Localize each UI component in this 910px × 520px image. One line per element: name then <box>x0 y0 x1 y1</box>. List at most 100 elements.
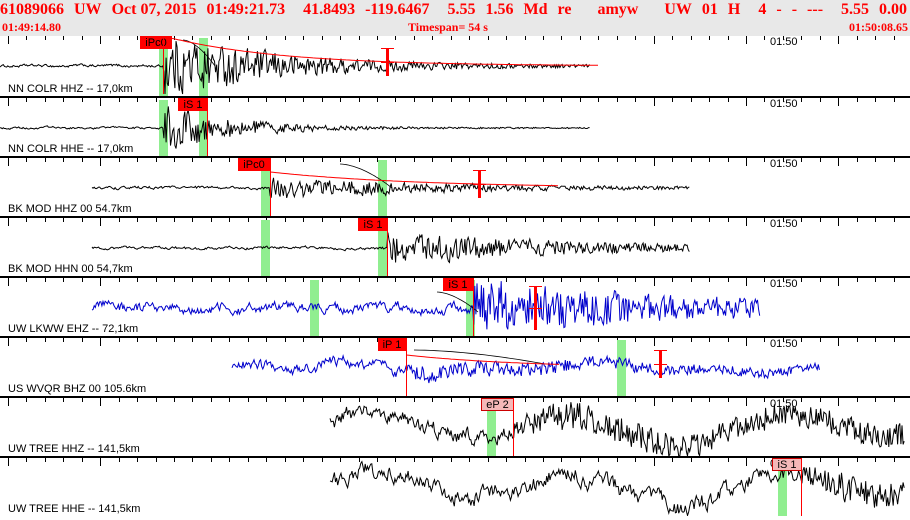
event-field-c: --- <box>807 1 824 18</box>
phase-pick-label[interactable]: iS 1 <box>178 98 208 111</box>
axis-tick-minor <box>857 98 858 102</box>
axis-tick-minor <box>875 36 876 40</box>
axis-tick-minor <box>617 98 618 102</box>
axis-tick-minor <box>598 158 599 162</box>
phase-pick-label[interactable]: iS 1 <box>772 458 802 471</box>
axis-tick-minor <box>137 36 138 40</box>
axis-tick-major <box>100 218 101 226</box>
axis-tick-minor <box>174 218 175 222</box>
axis-tick-minor <box>561 458 562 462</box>
axis-tick-minor <box>635 458 636 462</box>
axis-tick-major <box>654 458 655 466</box>
axis-tick-minor <box>45 158 46 162</box>
axis-tick-minor <box>801 278 802 282</box>
axis-tick-minor <box>598 36 599 40</box>
pick-window-highlight <box>617 340 626 396</box>
axis-tick-major <box>746 458 747 466</box>
axis-tick-minor <box>395 218 396 222</box>
coda-duration-marker[interactable] <box>529 286 542 330</box>
axis-tick-minor <box>543 36 544 40</box>
phase-pick-line[interactable] <box>406 338 407 396</box>
waveform-panel-mod-hhz[interactable]: 01:50 iPc0 BK MOD HHZ 00 54.7km <box>0 156 910 216</box>
axis-tick-minor <box>303 36 304 40</box>
axis-tick-major <box>838 458 839 466</box>
waveform-panel-lkww-ehz[interactable]: 01:50 iS 1 UW LKWW EHZ -- 72,1km <box>0 276 910 336</box>
axis-tick-minor <box>543 458 544 462</box>
phase-pick-label[interactable]: iPc0 <box>238 158 270 171</box>
axis-tick-minor <box>506 158 507 162</box>
event-magnitude-type: Md <box>523 1 548 18</box>
event-rms: 0.00 <box>879 1 908 18</box>
axis-tick-minor <box>525 36 526 40</box>
axis-tick-minor <box>764 218 765 222</box>
axis-tick-minor <box>432 158 433 162</box>
channel-label: BK MOD HHZ 00 54.7km <box>8 203 132 215</box>
axis-tick-minor <box>174 398 175 402</box>
axis-tick-minor <box>82 398 83 402</box>
axis-tick-minor <box>174 458 175 462</box>
axis-tick-minor <box>82 458 83 462</box>
axis-tick-major <box>746 278 747 286</box>
phase-pick-label[interactable]: eP 2 <box>481 398 514 411</box>
axis-tick-minor <box>377 338 378 342</box>
waveform-panel-wvqr-bhz[interactable]: 01:50 iP 1 US WVQR BHZ 00 105.6km <box>0 336 910 396</box>
axis-tick-minor <box>469 458 470 462</box>
waveform-panel-colr-hhe[interactable]: 01:50 iS 1 NN COLR HHE -- 17,0km <box>0 96 910 156</box>
axis-tick-minor <box>395 158 396 162</box>
axis-tick-minor <box>137 398 138 402</box>
axis-tick-minor <box>561 36 562 40</box>
axis-tick-minor <box>192 158 193 162</box>
waveform-panel-mod-hhn[interactable]: 01:50 iS 1 BK MOD HHN 00 54,7km <box>0 216 910 276</box>
axis-tick-minor <box>82 218 83 222</box>
waveform-panel-tree-hhz[interactable]: 01:50 eP 2 UW TREE HHZ -- 141,5km <box>0 396 910 456</box>
axis-tick-minor <box>469 218 470 222</box>
phase-pick-line[interactable] <box>387 218 388 276</box>
phase-pick-label[interactable]: iPc0 <box>140 36 172 49</box>
phase-pick-line[interactable] <box>473 278 474 336</box>
channel-label: UW TREE HHZ -- 141,5km <box>8 443 140 455</box>
axis-tick-minor <box>137 278 138 282</box>
axis-tick-minor <box>598 338 599 342</box>
axis-tick-minor <box>506 218 507 222</box>
axis-tick-minor <box>285 218 286 222</box>
channel-label: BK MOD HHN 00 54,7km <box>8 263 133 275</box>
coda-duration-marker[interactable] <box>381 48 394 76</box>
coda-duration-marker[interactable] <box>473 170 486 198</box>
phase-pick-label[interactable]: iP 1 <box>378 338 406 351</box>
phase-pick-label[interactable]: iS 1 <box>358 218 388 231</box>
axis-tick-minor <box>414 98 415 102</box>
axis-tick-minor <box>801 338 802 342</box>
coda-marker-cap-mid <box>529 308 542 309</box>
axis-tick-minor <box>764 158 765 162</box>
coda-duration-marker[interactable] <box>654 350 667 378</box>
axis-tick-minor <box>192 278 193 282</box>
phase-pick-line[interactable] <box>513 398 514 456</box>
axis-tick-minor <box>506 98 507 102</box>
channel-label: NN COLR HHE -- 17,0km <box>8 143 134 155</box>
axis-tick-minor <box>580 398 581 402</box>
axis-tick-minor <box>691 338 692 342</box>
phase-pick-line[interactable] <box>207 98 208 156</box>
event-header-bar: 61089066 UW Oct 07, 2015 01:49:21.73 41.8493… <box>0 0 910 36</box>
waveform-panel-stack[interactable]: 01:50 iPc0 NN COLR HHZ -- 17,0km 01:50 iS 1 N… <box>0 36 910 520</box>
waveform-panel-colr-hhz[interactable]: 01:50 iPc0 NN COLR HHZ -- 17,0km <box>0 36 910 96</box>
event-date: Oct 07, 2015 <box>111 1 197 18</box>
axis-tick-minor <box>635 218 636 222</box>
axis-tick-minor <box>525 458 526 462</box>
phase-pick-line[interactable] <box>163 36 164 94</box>
event-version: 01 <box>701 1 718 18</box>
axis-tick-minor <box>709 158 710 162</box>
axis-tick-major <box>654 36 655 44</box>
axis-tick-minor <box>432 98 433 102</box>
phase-pick-line[interactable] <box>801 458 802 516</box>
window-start-time: 01:49:14.80 <box>2 20 61 34</box>
axis-tick-minor <box>488 158 489 162</box>
coda-marker-cap-top <box>473 170 486 171</box>
phase-pick-line[interactable] <box>270 158 271 216</box>
axis-tick-major <box>838 36 839 44</box>
axis-tick-minor <box>635 278 636 282</box>
event-type: H <box>727 1 741 18</box>
phase-pick-label[interactable]: iS 1 <box>443 278 473 291</box>
coda-marker-cap-top <box>529 286 542 287</box>
